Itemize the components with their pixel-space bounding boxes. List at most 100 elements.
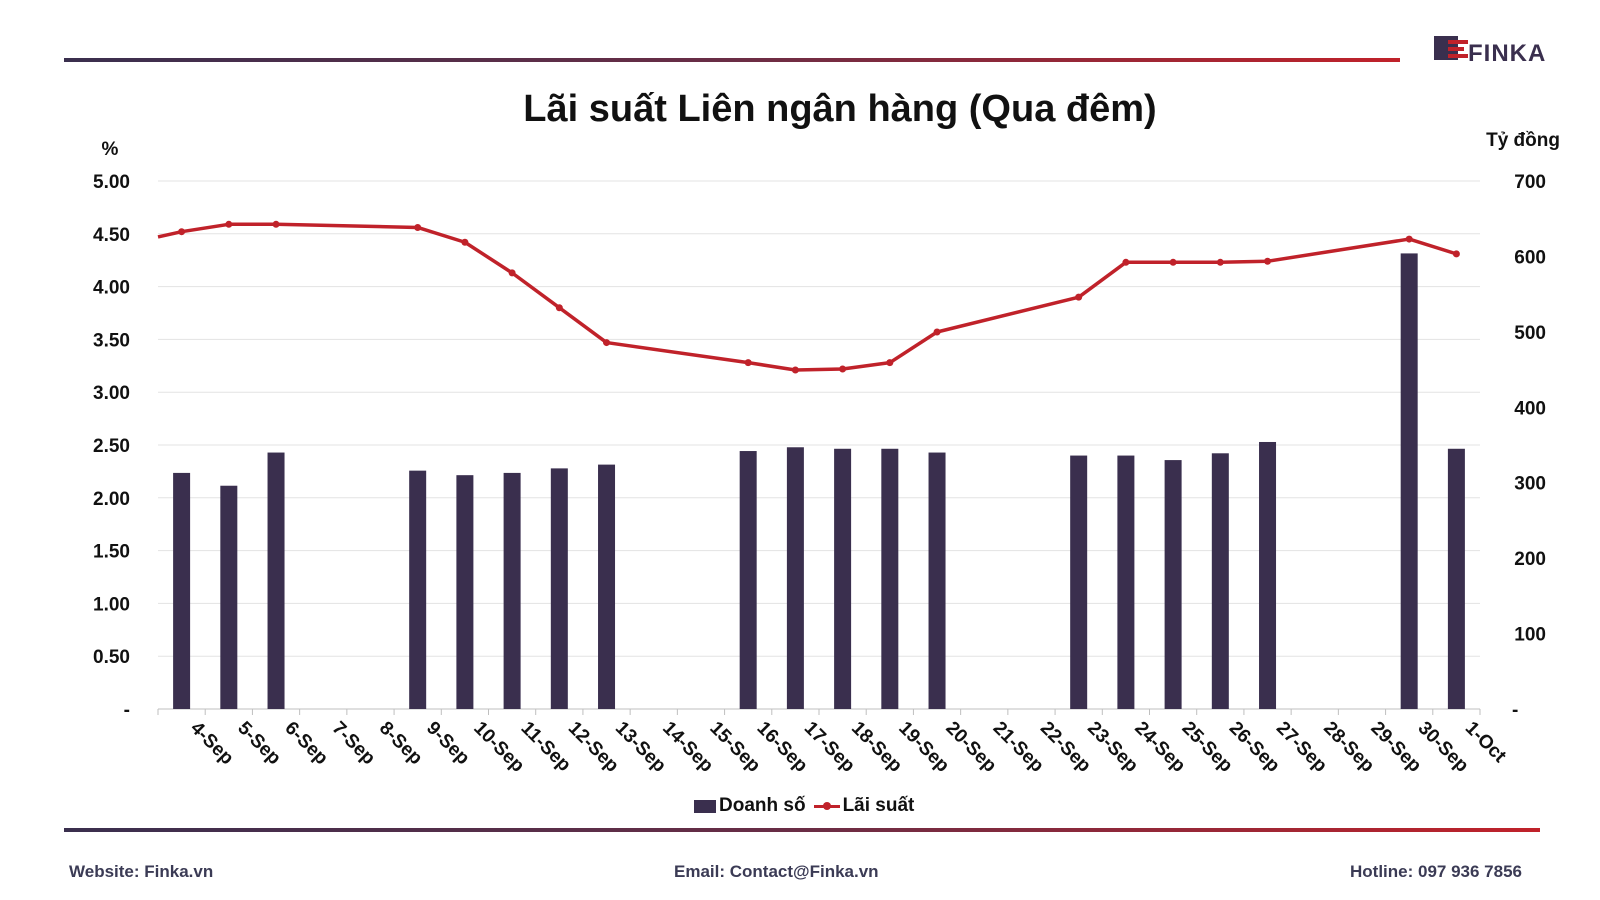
bar-doanh-so	[1164, 460, 1182, 709]
point-lai-suat	[1122, 258, 1130, 266]
x-tick-label: 18-Sep	[847, 718, 906, 777]
y-left-tick-label: 3.00	[93, 383, 130, 404]
x-tick-label: 24-Sep	[1130, 718, 1189, 777]
point-lai-suat	[1452, 250, 1460, 258]
x-tick-label: 13-Sep	[611, 718, 670, 777]
footer-website: Website: Finka.vn	[69, 862, 214, 881]
point-lai-suat	[1075, 293, 1083, 301]
x-tick-label: 15-Sep	[705, 718, 764, 777]
bar-doanh-so	[1259, 441, 1277, 709]
y-right-tick-label: 600	[1514, 247, 1546, 268]
point-lai-suat	[791, 366, 799, 374]
y-left-tick-label: 1.50	[93, 542, 130, 563]
x-tick-label: 7-Sep	[328, 718, 379, 769]
legend-swatch-bar	[694, 799, 716, 813]
x-tick-label: 22-Sep	[1036, 718, 1095, 777]
bar-doanh-so	[173, 472, 191, 709]
x-tick-label: 8-Sep	[375, 718, 426, 769]
y-left-tick-label: 3.50	[93, 330, 130, 351]
point-lai-suat	[933, 328, 941, 336]
x-tick-label: 20-Sep	[942, 718, 1001, 777]
point-lai-suat	[744, 359, 752, 367]
x-tick-label: 27-Sep	[1272, 718, 1331, 777]
x-tick-label: 12-Sep	[564, 718, 623, 777]
y-left-tick-label: -	[124, 700, 130, 721]
x-tick-label: 4-Sep	[186, 718, 237, 769]
x-tick-label: 28-Sep	[1319, 718, 1378, 777]
x-tick-label: 10-Sep	[469, 718, 528, 777]
footer-hotline: Hotline: 097 936 7856	[1350, 862, 1522, 881]
x-tick-label: 19-Sep	[894, 718, 953, 777]
legend-item-doanh-so: Doanh số	[694, 795, 806, 817]
x-tick-label: 26-Sep	[1225, 718, 1284, 777]
x-tick-label: 6-Sep	[281, 718, 332, 769]
point-lai-suat	[272, 220, 280, 228]
y-left-axis-label: %	[102, 139, 119, 160]
x-tick-label: 25-Sep	[1178, 718, 1237, 777]
point-lai-suat	[178, 228, 186, 236]
logo-text: FINKA	[1468, 40, 1547, 67]
point-lai-suat	[1264, 257, 1272, 265]
bar-doanh-so	[1447, 448, 1465, 709]
bar-doanh-so	[598, 464, 616, 709]
y-left-tick-label: 4.00	[93, 278, 130, 299]
point-lai-suat	[603, 339, 611, 347]
point-lai-suat	[1216, 258, 1224, 266]
y-left-tick-label: 4.50	[93, 225, 130, 246]
x-tick-label: 29-Sep	[1366, 718, 1425, 777]
bar-doanh-so	[739, 451, 757, 709]
point-lai-suat	[886, 359, 894, 367]
chart-legend: Doanh số Lãi suất	[694, 795, 914, 817]
point-lai-suat	[839, 365, 847, 373]
x-tick-label: 21-Sep	[989, 718, 1048, 777]
y-left-tick-label: 5.00	[93, 172, 130, 193]
x-tick-label: 5-Sep	[233, 718, 284, 769]
y-right-axis-label: Tỷ đồng	[1486, 130, 1560, 151]
bar-doanh-so	[928, 452, 946, 709]
point-lai-suat	[1405, 235, 1413, 243]
bar-doanh-so	[786, 447, 804, 709]
y-right-tick-label: 300	[1514, 474, 1546, 495]
legend-label-lai-suat: Lãi suất	[842, 795, 915, 816]
x-tick-label: 17-Sep	[800, 718, 859, 777]
footer-email: Email: Contact@Finka.vn	[674, 862, 879, 881]
x-tick-label: 30-Sep	[1414, 718, 1473, 777]
point-lai-suat	[225, 220, 233, 228]
legend-label-doanh-so: Doanh số	[719, 795, 806, 816]
x-tick-label: 16-Sep	[753, 718, 812, 777]
bar-doanh-so	[456, 475, 474, 709]
finka-logo-icon	[1434, 36, 1468, 60]
y-right-tick-label: 400	[1514, 398, 1546, 419]
y-left-tick-label: 1.00	[93, 594, 130, 615]
y-left-tick-label: 2.00	[93, 489, 130, 510]
x-tick-label: 14-Sep	[658, 718, 717, 777]
x-tick-label: 9-Sep	[422, 718, 473, 769]
y-right-tick-label: 200	[1514, 549, 1546, 570]
point-lai-suat	[1169, 258, 1177, 266]
y-right-tick-label: -	[1512, 700, 1518, 721]
point-lai-suat	[461, 238, 469, 246]
bar-doanh-so	[1117, 455, 1135, 709]
bar-doanh-so	[550, 468, 568, 709]
chart-title: Lãi suất Liên ngân hàng (Qua đêm)	[523, 88, 1157, 130]
point-lai-suat	[414, 223, 422, 231]
finka-logo: FINKA	[1434, 34, 1564, 70]
bar-doanh-so	[1400, 253, 1418, 709]
legend-swatch-line	[813, 799, 840, 813]
footer-rule	[64, 828, 1540, 832]
y-right-tick-label: 700	[1514, 172, 1546, 193]
y-right-tick-label: 100	[1514, 625, 1546, 646]
y-left-tick-label: 2.50	[93, 436, 130, 457]
x-tick-label: 23-Sep	[1083, 718, 1142, 777]
legend-item-lai-suat: Lãi suất	[813, 795, 915, 817]
bar-doanh-so	[881, 448, 899, 709]
bar-doanh-so	[409, 470, 427, 709]
point-lai-suat	[508, 269, 516, 277]
bar-doanh-so	[220, 485, 238, 709]
point-lai-suat	[555, 304, 563, 312]
bar-doanh-so	[1211, 453, 1229, 709]
header-rule	[64, 58, 1400, 62]
y-left-tick-label: 0.50	[93, 647, 130, 668]
bar-doanh-so	[1070, 455, 1088, 709]
